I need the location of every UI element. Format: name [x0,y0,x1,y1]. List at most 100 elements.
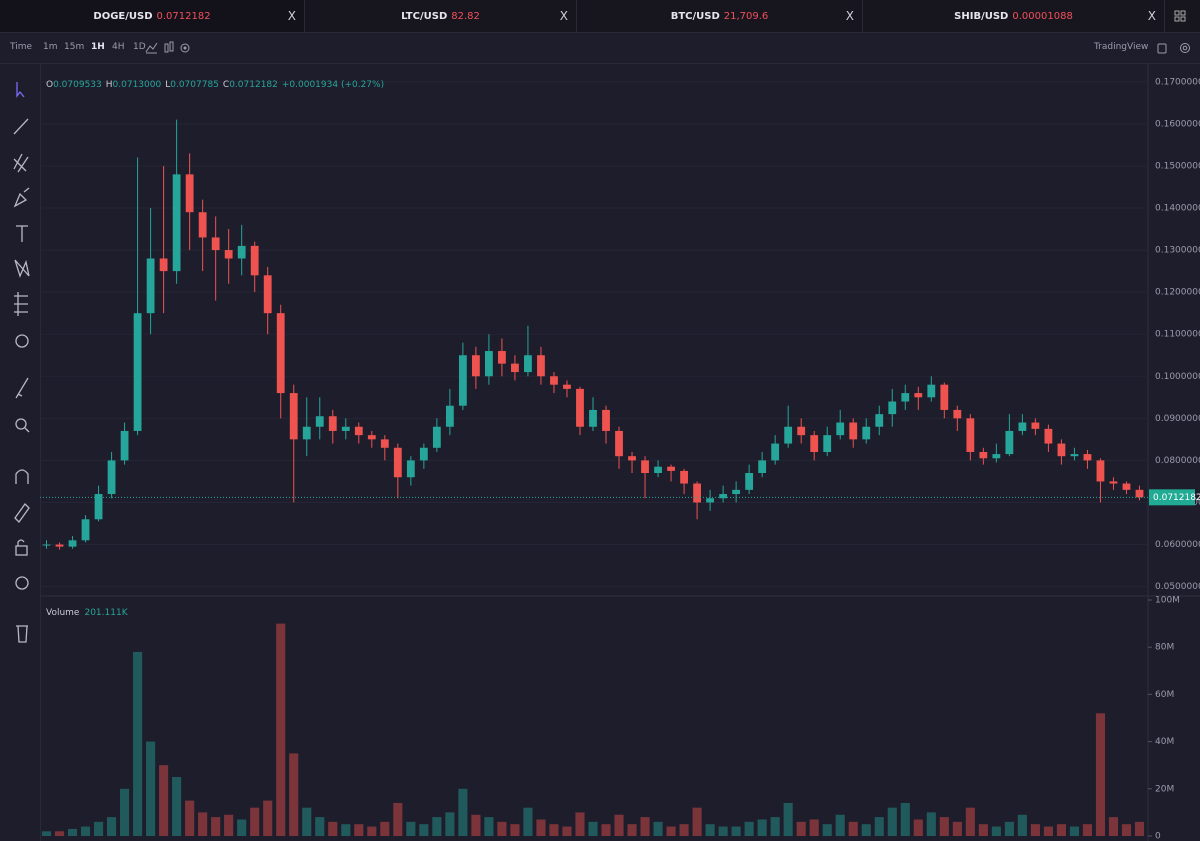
candle-body [641,460,649,474]
candle-body [224,250,233,259]
volume-bar [614,814,624,836]
volume-bar [601,824,611,836]
candle-body [68,540,77,547]
candle-body [511,363,519,373]
candle-body [1031,422,1040,429]
y-tick-label: 0.1100000 [1155,330,1200,340]
volume-bar [1030,824,1040,836]
candle-body [315,416,324,427]
volume-value: 201.111K [84,608,128,618]
candle-body [784,426,793,444]
candle-body [146,258,155,314]
toolbar-icons-right[interactable] [1157,41,1193,55]
volume-bar [640,817,650,836]
tab-price: 82.82 [451,10,480,22]
y-tick-label: 60M [1155,690,1174,700]
candle-body [498,351,506,364]
volume-bar [965,807,975,836]
volume-bar [1121,824,1132,836]
candle-body [836,422,845,436]
candle-body [1135,489,1144,498]
volume-bar [978,824,988,836]
tool-icons[interactable] [0,64,40,664]
volume-bar [146,741,156,836]
tab-close[interactable]: X [287,9,296,23]
volume-bar [510,824,520,836]
toolbar-icons[interactable] [145,41,195,55]
candle-body [211,237,220,251]
tab-close[interactable]: X [559,9,568,23]
candle-body [927,384,936,398]
volume-bar [770,817,780,836]
interval[interactable]: 1m [43,42,58,52]
interval[interactable]: 15m [64,42,85,52]
volume-bar [796,821,806,836]
volume-bar [484,817,494,836]
volume-bar [185,800,195,836]
candle-body [380,439,389,448]
y-tick-label: 0.1300000 [1155,246,1200,256]
candle-body [1122,483,1131,490]
volume-bar [653,821,663,836]
tab-bar: DOGE/USD 0.0712182 X LTC/USD 82.82 X BTC/USD… [0,0,1200,33]
y-tick-label: 40M [1155,737,1174,747]
candle-body [550,376,558,385]
candle-body [602,409,610,431]
y-tick-label: 0.0500000 [1155,582,1200,592]
candle-body [810,435,819,452]
volume-bar [549,824,559,836]
volume-bar [497,821,507,836]
candle-body [94,494,103,520]
candle-body [823,435,832,452]
candle-body [1005,430,1014,455]
tab[interactable]: DOGE/USD 0.0712182 X [0,0,305,32]
tab[interactable]: LTC/USD 82.82 X [305,0,577,32]
volume-bar [1134,821,1145,836]
candle-body [485,351,493,377]
tab-symbol: SHIB/USD [954,10,1009,22]
volume-bar [627,824,637,836]
volume-bar [315,817,325,836]
volume-bar [1095,713,1106,836]
layout-icon[interactable] [1174,10,1186,22]
candle-body [1096,460,1105,482]
candle-body [159,258,168,272]
interval[interactable]: 1H [91,42,105,52]
interval[interactable]: 4H [112,42,125,52]
interval[interactable]: 1D [133,42,146,52]
candle-body [42,544,51,546]
candle-body [758,460,767,474]
volume-name: Volume [46,608,80,618]
interval[interactable]: Time [10,42,33,52]
tab-close[interactable]: X [1147,9,1156,23]
volume-bar [1056,824,1066,836]
candle-body [563,384,571,389]
volume-bar [458,788,468,836]
volume-bar [926,812,936,836]
candle-body [667,466,675,471]
candle-body [628,456,636,461]
volume-bar [432,817,442,836]
tab[interactable]: SHIB/USD 0.00001088 X [863,0,1165,32]
ohlc-key: L [165,80,170,90]
y-tick-label: 0.0900000 [1155,414,1200,424]
candle-body [172,174,181,272]
candle-body [198,212,207,238]
candle-body [1018,422,1027,431]
candle-body [107,460,116,495]
volume-bar [783,802,793,836]
volume-bar [80,826,91,836]
volume-bar [835,814,845,836]
candle-body [432,426,441,448]
ohlc-value: 0.0709533 [53,80,102,90]
y-tick-label: 0.1600000 [1155,119,1200,129]
volume-bar [731,826,741,836]
candle-body [901,393,910,402]
tab-price: 0.00001088 [1012,10,1073,22]
brand[interactable]: TradingView [1094,42,1149,52]
volume-bar [1069,826,1079,836]
volume-bar [523,807,533,836]
candle-body [875,414,884,427]
tab[interactable]: BTC/USD 21,709.6 X [577,0,863,32]
tab-close[interactable]: X [845,9,854,23]
